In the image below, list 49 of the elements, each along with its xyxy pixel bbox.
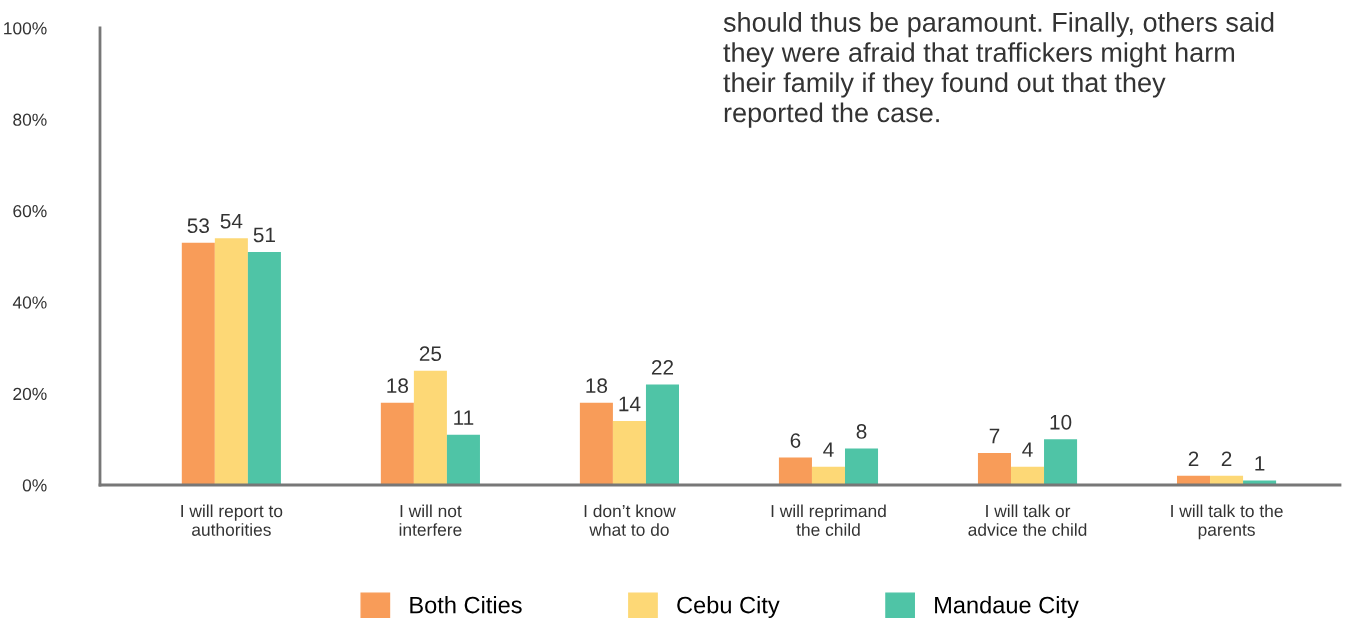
legend-label: Cebu City: [677, 596, 780, 619]
data-label: 4: [1022, 442, 1033, 457]
data-label: 2: [1188, 451, 1199, 466]
y-tick-label: 20%: [13, 387, 47, 401]
bar: [214, 238, 248, 485]
annotation: should thus be paramount. Finally, others said they were afraid that traffickers might harm their family if they found out that they reported the case.: [723, 12, 1274, 128]
bar: [845, 448, 879, 485]
bar: [1044, 439, 1078, 485]
bar: [778, 457, 812, 485]
data-label: 18: [387, 378, 409, 394]
y-tick-label: 80%: [13, 113, 47, 126]
data-label: 53: [187, 218, 209, 234]
x-tick-label: I will talk or advice the child: [968, 504, 1087, 536]
data-label: 8: [856, 424, 867, 439]
x-tick-label: I will not interfere: [399, 504, 462, 536]
bar: [413, 370, 447, 485]
y-tick-label: 60%: [13, 204, 47, 218]
legend-label: Mandaue City: [935, 596, 1079, 619]
bar: [1010, 466, 1045, 485]
bar: [612, 421, 646, 485]
data-label: 54: [220, 214, 243, 229]
data-label: 11: [454, 410, 474, 425]
data-label: 14: [619, 396, 641, 412]
bar: [579, 402, 613, 485]
data-label: 51: [253, 227, 275, 243]
data-label: 6: [790, 433, 801, 448]
bar: [645, 384, 679, 485]
x-tick-label: I will reprimand the child: [771, 504, 886, 536]
data-label: 4: [823, 442, 834, 457]
data-label: 1: [1255, 456, 1265, 471]
x-tick-label: I will report to authorities: [181, 504, 283, 536]
data-label: 22: [651, 360, 674, 375]
data-label: 18: [586, 378, 608, 394]
x-tick-label: I don’t know what to do: [584, 504, 676, 536]
bar: [181, 242, 215, 485]
bar: [247, 251, 281, 485]
bar: [446, 434, 480, 485]
x-tick-label: I will talk to the parents: [1171, 504, 1283, 540]
bar: [380, 402, 414, 485]
data-label: 25: [419, 346, 442, 362]
legend-label: Both Cities: [410, 596, 522, 614]
data-label: 2: [1221, 451, 1232, 466]
bar: [977, 453, 1011, 485]
y-tick-label: 100%: [4, 22, 47, 35]
data-label: 7: [989, 428, 1000, 444]
bar: [811, 466, 845, 485]
y-tick-label: 0%: [22, 479, 47, 492]
y-tick-label: 40%: [12, 296, 47, 309]
data-label: 10: [1050, 414, 1072, 430]
